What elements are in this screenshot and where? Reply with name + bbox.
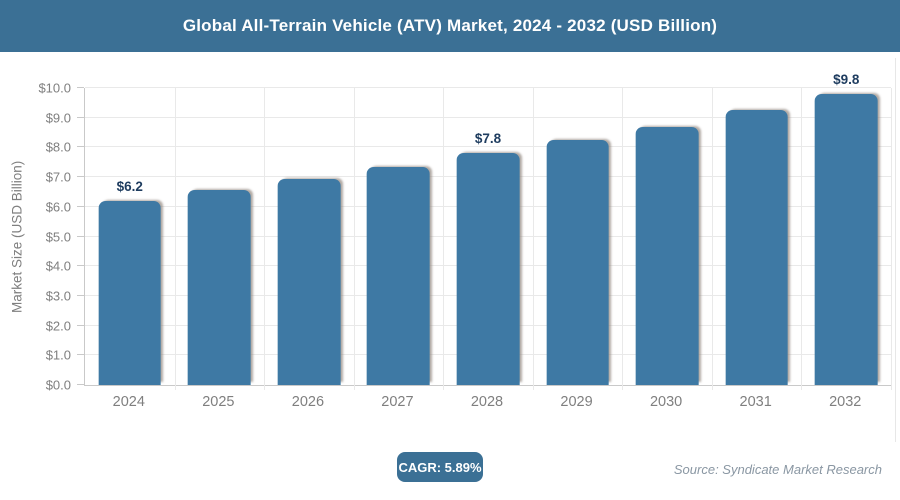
- y-tick-label: $8.0: [45, 139, 71, 155]
- y-tick-mark: [77, 205, 84, 207]
- bar-2031: [725, 110, 788, 385]
- gridline-vertical: [801, 88, 803, 390]
- gridline-vertical: [264, 88, 266, 390]
- x-tick-label-2026: 2026: [291, 394, 325, 410]
- y-tick-label: $4.0: [45, 258, 71, 274]
- x-tick-label-2029: 2029: [560, 394, 593, 410]
- bar-2025: [187, 190, 251, 385]
- gridline-vertical: [622, 88, 624, 390]
- x-tick-label-2025: 2025: [202, 394, 235, 410]
- gridline-horizontal: [85, 87, 891, 88]
- bar-cell: [354, 88, 444, 385]
- gridline-vertical: [891, 88, 892, 390]
- y-tick-mark: [77, 146, 84, 148]
- y-tick-label: $1.0: [45, 347, 71, 363]
- y-tick-label: $0.0: [45, 377, 71, 393]
- y-tick-mark: [77, 324, 84, 326]
- y-tick-mark: [77, 116, 84, 118]
- bar-cell: [175, 88, 265, 385]
- plot-area: $6.2 $7.8 $9.8: [84, 72, 892, 390]
- bar-cell: [712, 88, 802, 385]
- y-tick-label: $2.0: [45, 318, 71, 334]
- bar-2024: [98, 200, 162, 385]
- bar-cell: [264, 88, 354, 385]
- gridline-vertical: [532, 88, 534, 390]
- y-tick-mark: [77, 235, 84, 237]
- page-title: Global All-Terrain Vehicle (ATV) Market,…: [182, 16, 718, 35]
- card-right-border: [895, 58, 896, 442]
- bar-2032: [814, 93, 878, 385]
- y-tick-label: $7.0: [45, 169, 71, 185]
- x-tick-label-2032: 2032: [829, 394, 862, 410]
- bar-value-label-2032: $9.8: [833, 71, 860, 87]
- bar-cell: $9.8: [801, 72, 891, 385]
- gridline-horizontal: [85, 116, 891, 118]
- y-tick-label: $3.0: [45, 288, 71, 304]
- bar-2027: [367, 166, 430, 385]
- x-tick-label-2027: 2027: [381, 394, 414, 410]
- chart-title-bar: Global All-Terrain Vehicle (ATV) Market,…: [0, 0, 900, 52]
- y-tick-label: $9.0: [45, 110, 71, 126]
- gridline-vertical: [443, 88, 445, 390]
- y-tick-label: $6.0: [45, 199, 71, 215]
- y-axis: $0.0 $1.0 $2.0 $3.0 $4.0 $5.0 $6.0 $7.0 $8.0 $9.0…: [0, 81, 84, 393]
- x-tick-label-2030: 2030: [649, 394, 683, 410]
- y-tick-mark: [77, 265, 84, 267]
- source-credit: Source: Syndicate Market Research: [673, 462, 882, 477]
- bar-2026: [277, 178, 341, 385]
- bar-2028: [456, 153, 520, 385]
- y-tick-mark: [77, 354, 84, 356]
- bar-cell: $7.8: [443, 88, 533, 385]
- bar-2029: [546, 139, 609, 385]
- x-tick-label-2024: 2024: [112, 394, 145, 410]
- gridline-vertical: [174, 88, 176, 390]
- gridline-vertical: [711, 88, 713, 390]
- x-tick-label-2031: 2031: [739, 394, 772, 410]
- bar-value-label-2024: $6.2: [116, 178, 143, 194]
- x-axis-labels: 2024 2025 2026 2027 2028 2029 2030 2031 2032: [84, 394, 890, 410]
- y-tick-mark: [77, 87, 84, 88]
- bar-2030: [635, 126, 699, 385]
- y-tick-mark: [77, 384, 84, 385]
- gridline-horizontal: [85, 146, 891, 148]
- bar-cell: $6.2: [85, 88, 175, 385]
- x-tick-label-2028: 2028: [470, 394, 504, 410]
- y-tick-mark: [77, 176, 84, 178]
- y-tick-label: $10.0: [38, 80, 71, 96]
- bar-cell: [622, 88, 712, 385]
- cagr-badge: CAGR: 5.89%: [397, 452, 483, 482]
- bar-value-label-2028: $7.8: [474, 131, 502, 147]
- bar-cell: [533, 88, 623, 385]
- gridline-vertical: [353, 88, 355, 390]
- y-tick-label: $5.0: [45, 229, 71, 244]
- y-tick-mark: [77, 294, 84, 296]
